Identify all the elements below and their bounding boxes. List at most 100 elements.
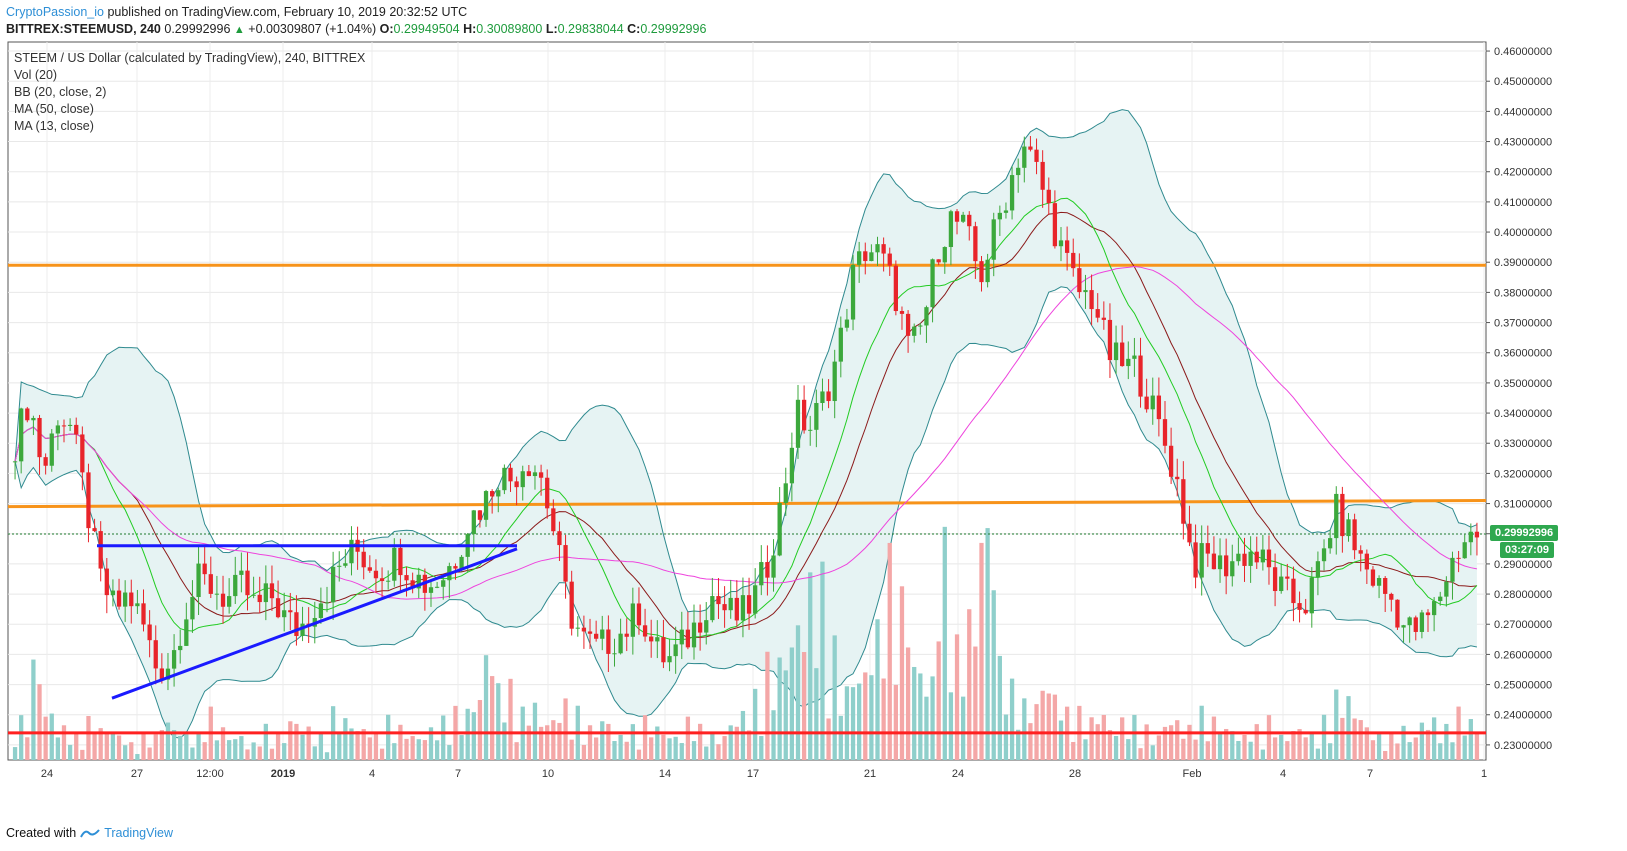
moving-averages (14, 197, 1478, 640)
x-tick-label: 14 (659, 768, 671, 780)
candle-body (1364, 553, 1369, 570)
volume-bar (1438, 743, 1443, 760)
volume-bar (123, 745, 128, 760)
legend-ma50[interactable]: MA (50, close) (14, 102, 94, 116)
y-tick-label: 0.25000000 (1494, 680, 1552, 692)
volume-bar (924, 696, 929, 760)
volume-bar (1089, 717, 1094, 760)
volume-bar (416, 739, 421, 760)
volume-bar (1058, 720, 1064, 760)
candle-body (697, 622, 703, 633)
x-tick-label: 12:00 (196, 768, 224, 780)
candle-body (905, 313, 911, 336)
legend-vol[interactable]: Vol (20) (14, 68, 58, 82)
trend-lines (97, 544, 518, 700)
candle-body (379, 578, 385, 582)
volume-bar (214, 740, 220, 760)
candle-body (337, 565, 342, 567)
candle-body (679, 629, 684, 645)
volume-bar (857, 683, 862, 760)
volume-bar (263, 723, 268, 760)
volume-bar (147, 747, 152, 760)
candle-body (1058, 240, 1064, 247)
volume-bar (1346, 696, 1351, 760)
volume-bar (1095, 724, 1100, 760)
candle-body (1205, 543, 1210, 554)
candle-body (1089, 290, 1094, 310)
volume-bar (526, 725, 531, 760)
candle-body (1230, 561, 1235, 577)
candle-body (569, 581, 574, 629)
candle-body (141, 603, 146, 625)
candle-body (104, 568, 109, 596)
candle-body (496, 490, 501, 497)
candle-body (214, 593, 220, 595)
volume-bar (1370, 740, 1376, 760)
volume-bar (1101, 714, 1106, 760)
candle-body (92, 528, 97, 532)
y-tick-label: 0.27000000 (1494, 619, 1552, 631)
volume-bar (1236, 740, 1241, 760)
candle-body (857, 251, 862, 265)
candle-body (343, 563, 348, 566)
candle-body (471, 510, 476, 535)
resistance-line-lower (7, 499, 1487, 509)
volume-bar (49, 713, 54, 760)
volume-bar (196, 732, 201, 760)
volume-bar (728, 725, 733, 760)
volume-bar (1168, 725, 1174, 760)
y-tick-label: 0.34000000 (1494, 408, 1552, 420)
volume-bar (587, 725, 593, 760)
volume-bar (92, 733, 97, 760)
tradingview-brand-link[interactable]: TradingView (104, 826, 173, 840)
volume-bar (954, 634, 960, 760)
volume-bar (116, 735, 122, 760)
volume-bar (1419, 722, 1425, 760)
author-link[interactable]: CryptoPassion_io (6, 5, 104, 19)
candle-body (1315, 561, 1321, 578)
volume-bar (722, 736, 727, 760)
volume-bar (875, 619, 880, 760)
candle-body (196, 563, 201, 598)
volume-bar (1224, 728, 1229, 760)
ma13-line (14, 197, 1478, 640)
candle-body (563, 545, 568, 582)
candle-body (123, 592, 128, 607)
volume-bar (269, 748, 275, 760)
high-value: 0.30089800 (476, 22, 543, 36)
volume-bar (1022, 698, 1027, 760)
volume-bar (1016, 729, 1021, 760)
bb-basis-line (14, 211, 1477, 639)
legend-ma13[interactable]: MA (13, close) (14, 119, 94, 133)
volume-bar (306, 726, 311, 760)
x-tick-label: 24 (41, 768, 53, 780)
candle-body (728, 597, 733, 611)
candle-body (1236, 553, 1241, 562)
candle-body (1138, 355, 1143, 397)
candle-body (893, 265, 898, 312)
candle-body (1321, 548, 1327, 562)
up-arrow-icon: ▲ (233, 24, 245, 36)
volume-bar (312, 746, 317, 760)
candle-body (759, 562, 764, 586)
volume-bar (783, 670, 788, 760)
y-tick-label: 0.26000000 (1494, 649, 1552, 661)
countdown-tag: 03:27:09 (1500, 541, 1555, 558)
volume-bar (618, 734, 623, 760)
volume-bar (1334, 689, 1339, 760)
candle-body (1279, 576, 1284, 592)
volume-bar (398, 724, 403, 760)
candle-body (587, 631, 593, 634)
candle-body (1003, 210, 1009, 213)
volume-bar (740, 710, 746, 760)
candle-body (997, 212, 1002, 220)
volume-bar (801, 652, 807, 760)
candle-body (373, 570, 379, 579)
legend-bb[interactable]: BB (20, close, 2) (14, 85, 107, 99)
candle-body (636, 603, 642, 626)
bb-lower-line (14, 286, 1477, 739)
symbol-label: BITTREX:STEEMUSD, 240 (6, 22, 161, 36)
volume-bar (508, 678, 513, 760)
volume-bar (685, 716, 691, 760)
